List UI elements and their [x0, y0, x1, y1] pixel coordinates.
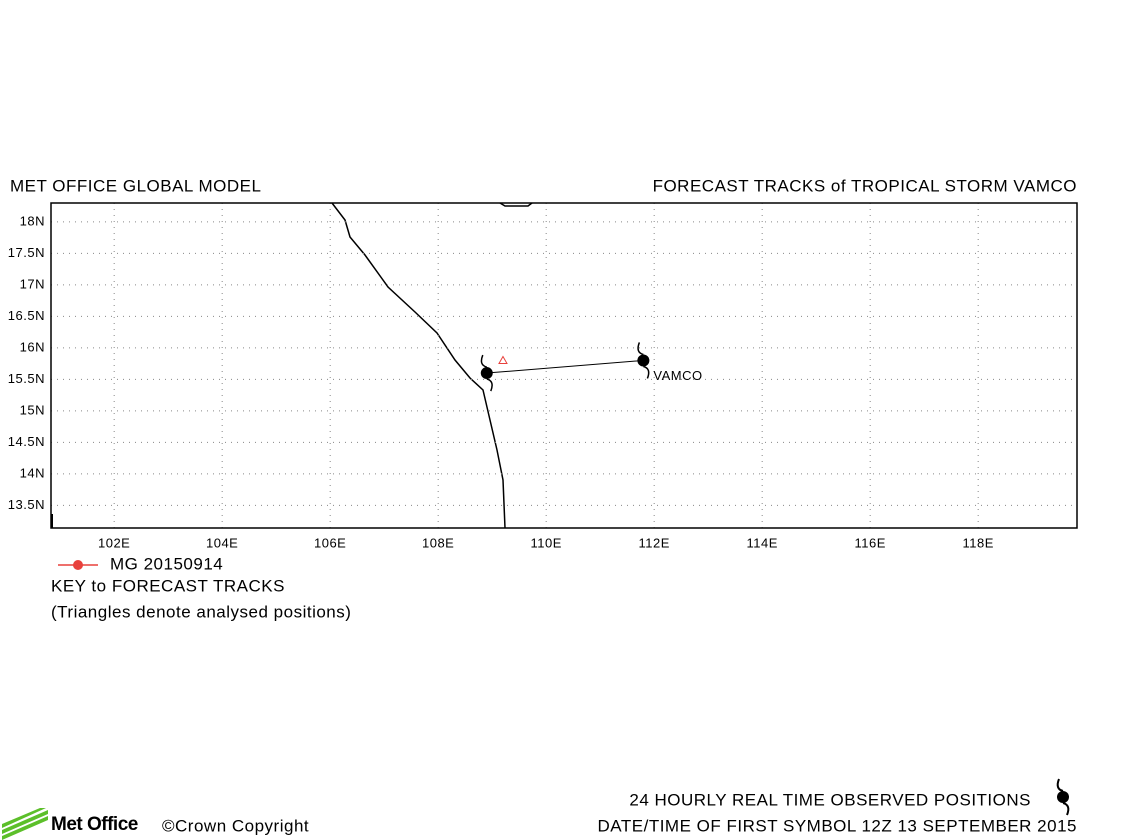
x-tick-label: 104E	[206, 535, 238, 550]
key-title: KEY to FORECAST TRACKS	[51, 576, 285, 595]
footer-observed: 24 HOURLY REAL TIME OBSERVED POSITIONS	[629, 790, 1031, 809]
x-tick-label: 116E	[854, 535, 885, 550]
map-frame	[50, 202, 1078, 529]
track-point	[637, 354, 650, 367]
storm-arms	[637, 342, 650, 379]
y-tick-label: 16N	[20, 339, 45, 354]
y-tick-label: 14N	[20, 465, 45, 480]
x-tick-label: 106E	[314, 535, 346, 550]
y-tick-label: 13.5N	[8, 497, 45, 512]
storm-arms	[480, 354, 493, 392]
copyright: ©Crown Copyright	[162, 816, 309, 835]
track-line	[486, 359, 644, 374]
footer-symbol	[1056, 778, 1070, 816]
y-tick-label: 18N	[20, 213, 45, 228]
title-right: FORECAST TRACKS of TROPICAL STORM VAMCO	[653, 176, 1077, 195]
x-tick-label: 102E	[98, 535, 130, 550]
footer-date: DATE/TIME OF FIRST SYMBOL 12Z 13 SEPTEMB…	[598, 816, 1077, 835]
y-tick-label: 17.5N	[8, 245, 45, 260]
x-tick-label: 108E	[422, 535, 454, 550]
coastline	[331, 202, 506, 529]
analysed-triangle	[498, 355, 508, 364]
key-note: (Triangles denote analysed positions)	[51, 602, 351, 621]
y-tick-label: 15.5N	[8, 371, 45, 386]
x-tick-label: 110E	[530, 535, 561, 550]
track-point	[480, 367, 493, 380]
y-tick-label: 14.5N	[8, 434, 45, 449]
storm-symbol	[637, 342, 650, 379]
legend-dot	[73, 560, 83, 570]
title-left: MET OFFICE GLOBAL MODEL	[10, 176, 261, 195]
logo-mark	[2, 808, 48, 840]
coastline	[499, 202, 533, 207]
legend-label: MG 20150914	[110, 554, 223, 573]
storm-label: VAMCO	[653, 368, 702, 383]
x-tick-label: 114E	[746, 535, 777, 550]
storm-symbol	[480, 354, 493, 392]
logo-text: Met Office	[51, 814, 138, 835]
y-tick-label: 16.5N	[8, 308, 45, 323]
y-tick-label: 15N	[20, 402, 45, 417]
x-tick-label: 112E	[638, 535, 669, 550]
x-tick-label: 118E	[962, 535, 993, 550]
y-tick-label: 17N	[20, 276, 45, 291]
